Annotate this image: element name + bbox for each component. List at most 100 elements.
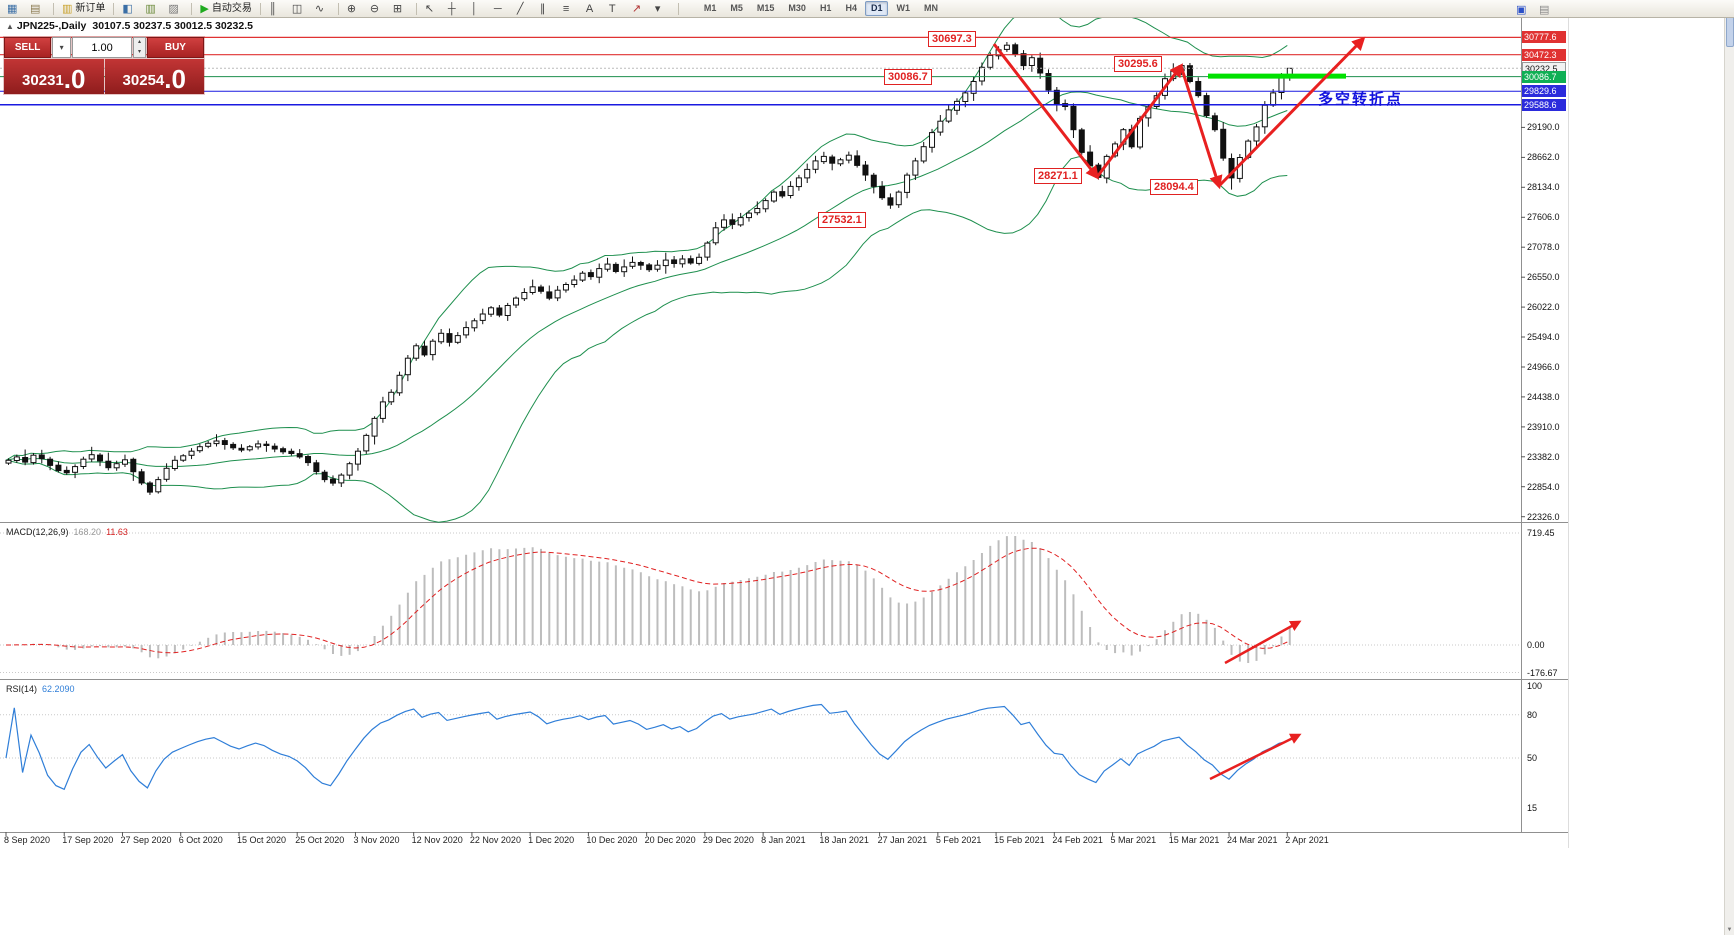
crosshair-icon: ┼ (447, 2, 456, 15)
arrows-icon: ↗ (631, 2, 642, 15)
buy-button[interactable]: BUY (146, 37, 204, 58)
stepper-down-icon[interactable]: ▾ (137, 48, 141, 55)
ohlc-values: 30107.5 30237.5 30012.5 30232.5 (92, 20, 253, 32)
timeframe-button-H4[interactable]: H4 (845, 3, 857, 13)
zoom-in-icon: ⊕ (346, 2, 357, 15)
label-icon: T (608, 2, 616, 15)
toolbar: ▦ ▤ ▥ 新订单 ◧ ▥ ▨ ▶ 自动交易 ║ ◫ ∿ ⊕ ⊖ ⊞ ↖ ┼ │ ─ ╱ ∥ ≡ A T ↗ ▾ M1 M5 M15 M3… (0, 0, 1734, 18)
macd-signal-value: 11.63 (106, 527, 128, 537)
vertical-line-icon: │ (470, 2, 478, 15)
text-icon[interactable]: A (583, 0, 604, 17)
timeframe-button-H1[interactable]: H1 (819, 3, 832, 13)
volume-stepper[interactable]: ▴ ▾ (133, 37, 146, 58)
cursor-icon[interactable]: ↖ (422, 0, 443, 17)
toolbar-separator (337, 2, 339, 15)
horizontal-line-icon[interactable]: ─ (491, 0, 512, 17)
buy-price-main: 30254 (122, 72, 165, 89)
rsi-value: 62.2090 (42, 684, 75, 694)
navigator-icon[interactable]: ▨ (165, 0, 186, 17)
toolbar-separator (415, 2, 417, 15)
timeframe-button-MN[interactable]: MN (923, 3, 938, 13)
text-icon: A (585, 2, 594, 15)
bar-chart-icon[interactable]: ║ (266, 0, 287, 17)
new-order-button[interactable]: ▥ 新订单 (59, 0, 108, 17)
tile-windows-icon[interactable]: ⊞ (390, 0, 411, 17)
sell-price[interactable]: 30231 .0 (4, 59, 104, 94)
sell-button[interactable]: SELL (4, 37, 52, 58)
label-icon[interactable]: T (606, 0, 627, 17)
line-chart-icon[interactable]: ∿ (312, 0, 333, 17)
timeframe-button-M1[interactable]: M1 (703, 3, 717, 13)
fibonacci-icon[interactable]: ≡ (560, 0, 581, 17)
toolbar-separator (259, 2, 261, 15)
zoom-out-icon[interactable]: ⊖ (367, 0, 388, 17)
volume-dropdown[interactable]: ▾ (52, 37, 72, 58)
trendline-icon[interactable]: ╱ (514, 0, 535, 17)
rsi-label: RSI(14) 62.2090 (6, 684, 75, 694)
channel-icon[interactable]: ∥ (537, 0, 558, 17)
dropdown-arrow-icon: ▾ (59, 43, 64, 52)
sell-price-main: 30231 (22, 72, 64, 89)
new-chart-icon[interactable]: ▦ (4, 0, 25, 17)
sell-price-frac: .0 (63, 64, 86, 94)
channel-icon: ∥ (539, 2, 546, 15)
minimize-window-icon[interactable]: ▤ (1539, 3, 1550, 16)
zoom-in-icon[interactable]: ⊕ (344, 0, 365, 17)
volume-input[interactable] (72, 37, 133, 58)
tile-windows-icon: ⊞ (392, 2, 403, 15)
macd-main-value: 168.20 (73, 527, 102, 537)
arrows-icon[interactable]: ↗ (629, 0, 650, 17)
zoom-out-icon: ⊖ (369, 2, 380, 15)
trade-panel-controls: SELL ▾ ▴ ▾ BUY (4, 37, 204, 58)
trendline-icon: ╱ (516, 2, 524, 15)
navigator-icon: ▨ (168, 2, 179, 15)
buy-price-frac: .0 (164, 64, 186, 94)
toolbar-right-icons: ▣ ▤ (1512, 1, 1558, 18)
toolbar-separator (677, 2, 679, 15)
crosshair-icon[interactable]: ┼ (445, 0, 466, 17)
bar-chart-icon: ║ (268, 2, 277, 15)
autotrading-icon: ▶ (200, 2, 209, 15)
symbol-period-label: JPN225-,Daily (16, 20, 87, 32)
trade-panel-prices: 30231 .0 30254 .0 (4, 59, 204, 94)
fibonacci-icon: ≡ (562, 2, 570, 15)
one-click-trading-panel: SELL ▾ ▴ ▾ BUY 30231 .0 30254 .0 (3, 36, 205, 95)
autotrading-button[interactable]: ▶ 自动交易 (197, 0, 254, 17)
autotrading-button-label: 自动交易 (211, 2, 252, 14)
vertical-line-icon[interactable]: │ (468, 0, 489, 17)
candlestick-chart-icon: ◫ (291, 2, 303, 15)
profiles-icon: ▤ (30, 2, 41, 15)
timeframe-button-M5[interactable]: M5 (730, 3, 743, 13)
timeframe-button-W1[interactable]: W1 (896, 3, 910, 13)
candlestick-chart-icon[interactable]: ◫ (289, 0, 310, 17)
chart-plot-area[interactable] (0, 18, 1521, 832)
vertical-scrollbar[interactable]: ▲ ▼ (1724, 0, 1734, 935)
timeframe-button-M30[interactable]: M30 (788, 3, 806, 13)
stepper-up-icon[interactable]: ▴ (137, 39, 141, 45)
toolbar-separator (191, 2, 193, 15)
timeframe-button-M15[interactable]: M15 (756, 3, 775, 13)
shapes-dropdown-icon[interactable]: ▾ (652, 0, 673, 17)
collapse-panel-icon[interactable]: ▲ (6, 22, 14, 31)
timeframe-button-D1[interactable]: D1 (864, 1, 889, 16)
scroll-down-icon[interactable]: ▼ (1726, 927, 1733, 933)
data-window-icon[interactable]: ▥ (142, 0, 163, 17)
macd-name: MACD(12,26,9) (6, 527, 69, 537)
macd-label: MACD(12,26,9) 168.20 11.63 (6, 527, 128, 537)
dock-window-icon[interactable]: ▣ (1516, 3, 1527, 16)
new-order-button-label: 新订单 (75, 2, 106, 14)
toolbar-separator (113, 2, 115, 15)
toolbar-separator (53, 2, 54, 15)
cursor-icon: ↖ (424, 2, 435, 15)
horizontal-line-icon: ─ (493, 2, 502, 15)
chart-header: ▲ JPN225-,Daily 30107.5 30237.5 30012.5 30… (6, 20, 253, 32)
new-chart-icon: ▦ (7, 2, 18, 15)
market-watch-icon[interactable]: ◧ (119, 0, 140, 17)
profiles-icon[interactable]: ▤ (27, 0, 48, 17)
line-chart-icon: ∿ (314, 2, 325, 15)
new-order-icon: ▥ (62, 2, 73, 15)
data-window-icon: ▥ (145, 2, 156, 15)
buy-price[interactable]: 30254 .0 (104, 59, 204, 94)
shapes-dropdown-icon: ▾ (654, 2, 661, 15)
